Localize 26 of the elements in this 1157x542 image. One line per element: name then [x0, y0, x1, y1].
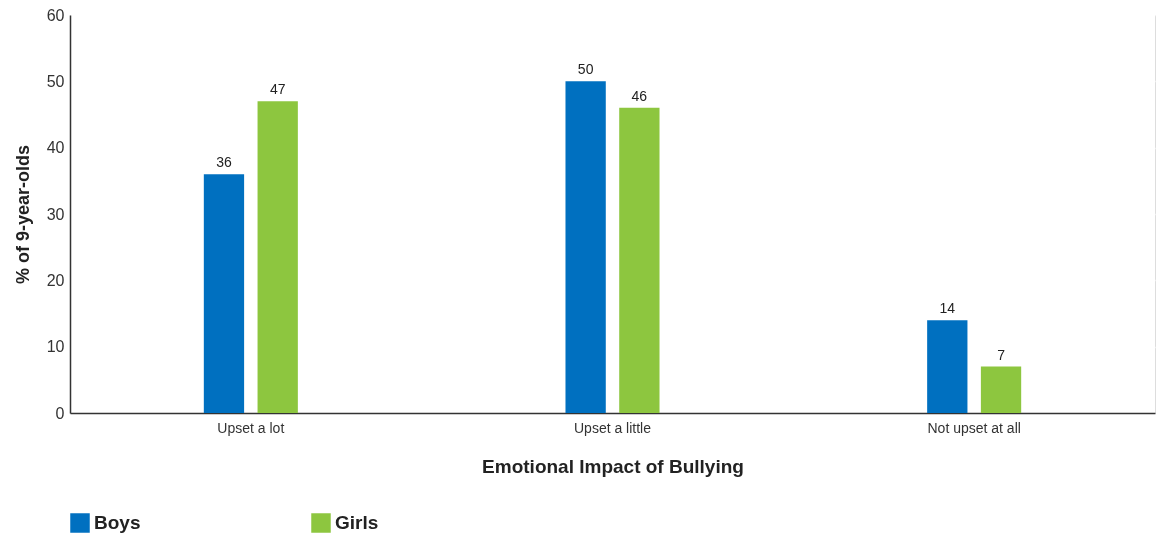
x-tick-label: Upset a little [573, 419, 652, 436]
y-tick-label: 0 [55, 404, 65, 422]
y-axis-title: % of 9-year-olds [12, 144, 33, 285]
data-label: 14 [939, 300, 956, 317]
bar [203, 174, 245, 413]
legend-label: Girls [335, 512, 379, 533]
x-tick-label: Upset a lot [217, 419, 285, 436]
bar [257, 101, 298, 413]
bar [927, 320, 968, 413]
data-label: 47 [269, 81, 286, 98]
y-tick-label: 60 [46, 6, 65, 24]
data-label: 36 [216, 154, 232, 171]
y-tick-label: 40 [46, 139, 65, 157]
bar [565, 81, 606, 413]
x-axis-title: Emotional Impact of Bullying [482, 455, 744, 477]
data-label: 46 [631, 87, 648, 104]
y-tick-label: 10 [46, 338, 65, 356]
legend-label: Boys [94, 512, 141, 533]
bar [980, 366, 1022, 413]
bar [619, 107, 660, 413]
y-tick-label: 20 [46, 271, 65, 289]
data-label: 7 [997, 346, 1006, 363]
x-tick-label: Not upset at all [927, 419, 1021, 436]
y-tick-label: 50 [46, 72, 65, 90]
data-label: 50 [577, 61, 594, 78]
y-tick-label: 30 [46, 205, 65, 223]
